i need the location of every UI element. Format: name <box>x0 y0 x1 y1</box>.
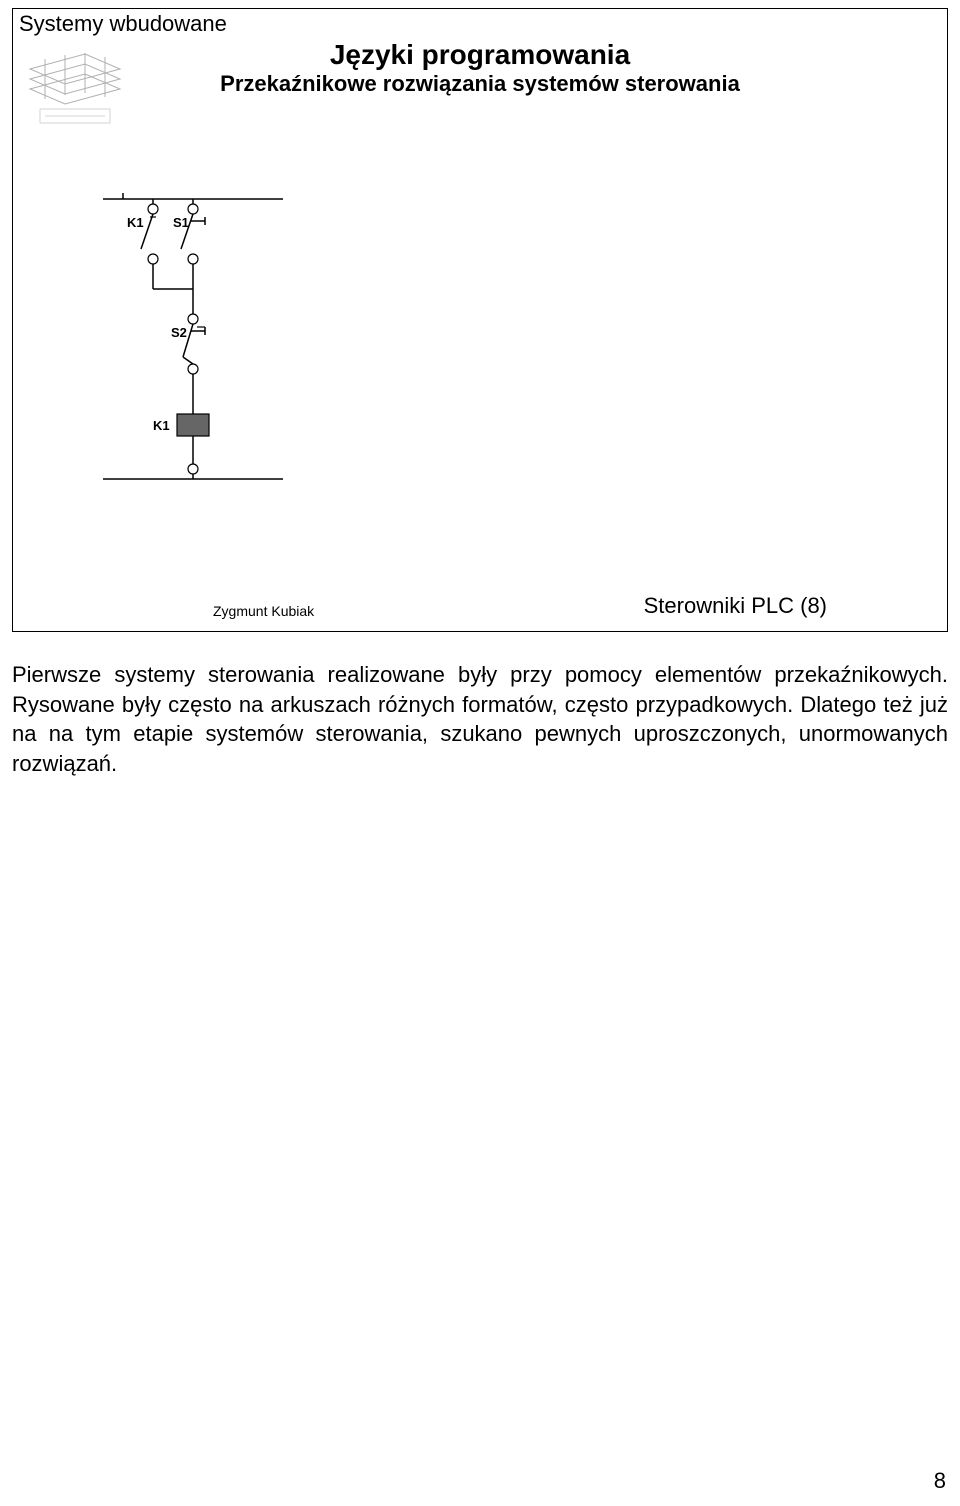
slide-subtitle: Przekaźnikowe rozwiązania systemów stero… <box>13 71 947 97</box>
page-number: 8 <box>934 1468 946 1494</box>
body-paragraph: Pierwsze systemy sterowania realizowane … <box>12 660 948 779</box>
slide-footer-right: Sterowniki PLC (8) <box>644 593 827 619</box>
label-s1: S1 <box>173 215 189 230</box>
relay-diagram: K1 S1 S2 <box>93 179 293 499</box>
label-s2: S2 <box>171 325 187 340</box>
label-k1-contact: K1 <box>127 215 144 230</box>
label-k1-coil: K1 <box>153 418 170 433</box>
slide-container: Systemy wbudowane Języki programowania P… <box>12 8 948 632</box>
slide-topic: Systemy wbudowane <box>19 11 227 37</box>
slide-title: Języki programowania <box>13 39 947 71</box>
slide-author: Zygmunt Kubiak <box>213 603 314 619</box>
